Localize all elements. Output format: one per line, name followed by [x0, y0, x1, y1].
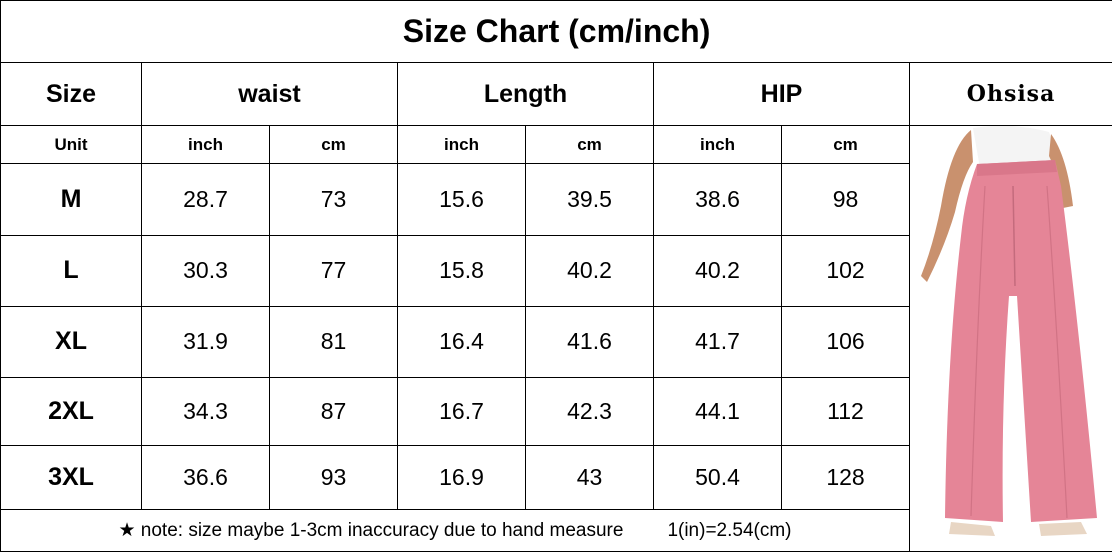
value-cell: 16.7	[398, 378, 526, 446]
value-cell: 38.6	[654, 164, 782, 235]
size-header: Size	[1, 63, 142, 126]
value-cell: 42.3	[526, 378, 654, 446]
value-cell: 50.4	[654, 446, 782, 509]
unit: inch	[398, 126, 526, 164]
unit: cm	[782, 126, 910, 164]
unit: inch	[142, 126, 270, 164]
value-cell: 15.6	[398, 164, 526, 235]
note: ★ note: size maybe 1-3cm inaccuracy due …	[1, 509, 910, 551]
value-cell: 98	[782, 164, 910, 235]
value-cell: 39.5	[526, 164, 654, 235]
value-cell: 15.8	[398, 235, 526, 306]
value-cell: 106	[782, 306, 910, 377]
value-cell: 30.3	[142, 235, 270, 306]
value-cell: 73	[270, 164, 398, 235]
value-cell: 16.9	[398, 446, 526, 509]
value-cell: 41.6	[526, 306, 654, 377]
value-cell: 77	[270, 235, 398, 306]
brand: Ohsisa	[910, 63, 1112, 126]
size-cell: 2XL	[1, 378, 142, 446]
group-header: waist	[142, 63, 398, 126]
conversion: 1(in)=2.54(cm)	[667, 520, 791, 541]
size-cell: L	[1, 235, 142, 306]
value-cell: 128	[782, 446, 910, 509]
value-cell: 112	[782, 378, 910, 446]
value-cell: 40.2	[654, 235, 782, 306]
title: Size Chart (cm/inch)	[1, 1, 1112, 63]
group-header: Length	[398, 63, 654, 126]
value-cell: 41.7	[654, 306, 782, 377]
unit-label: Unit	[1, 126, 142, 164]
unit: cm	[270, 126, 398, 164]
value-cell: 31.9	[142, 306, 270, 377]
value-cell: 102	[782, 235, 910, 306]
unit: cm	[526, 126, 654, 164]
product-image	[911, 126, 1112, 546]
value-cell: 28.7	[142, 164, 270, 235]
value-cell: 44.1	[654, 378, 782, 446]
value-cell: 40.2	[526, 235, 654, 306]
size-cell: 3XL	[1, 446, 142, 509]
unit: inch	[654, 126, 782, 164]
product-image-cell	[910, 126, 1112, 552]
size-cell: M	[1, 164, 142, 235]
value-cell: 93	[270, 446, 398, 509]
note-text: ★ note: size maybe 1-3cm inaccuracy due …	[118, 520, 623, 541]
group-header: HIP	[654, 63, 910, 126]
value-cell: 81	[270, 306, 398, 377]
size-cell: XL	[1, 306, 142, 377]
value-cell: 16.4	[398, 306, 526, 377]
value-cell: 43	[526, 446, 654, 509]
value-cell: 36.6	[142, 446, 270, 509]
value-cell: 34.3	[142, 378, 270, 446]
value-cell: 87	[270, 378, 398, 446]
